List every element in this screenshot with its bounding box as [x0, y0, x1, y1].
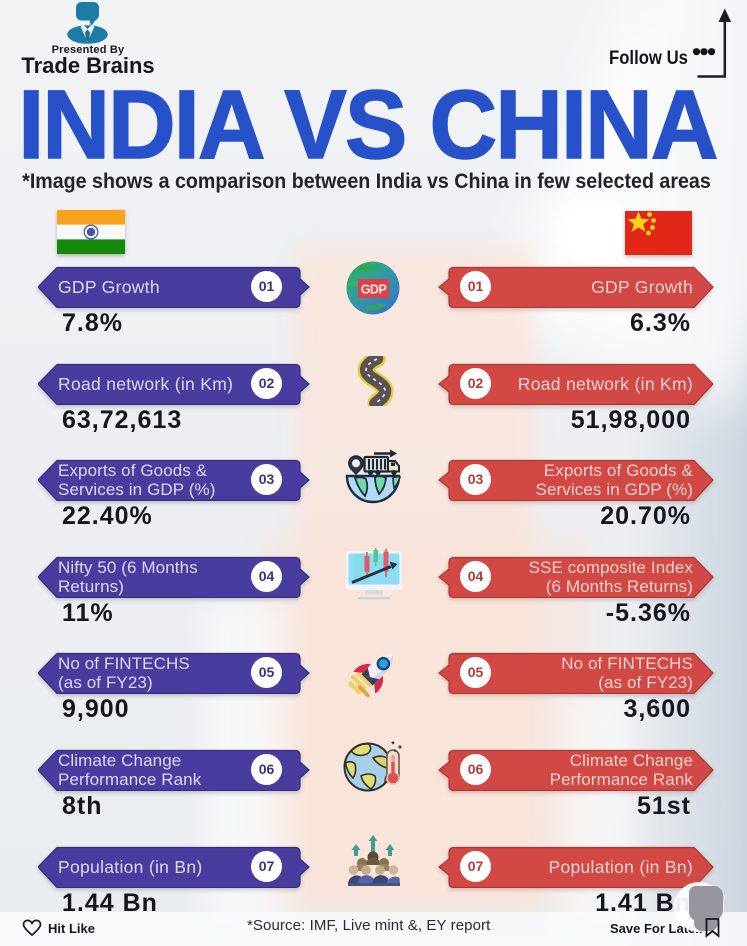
svg-text:GDP: GDP — [361, 283, 387, 297]
